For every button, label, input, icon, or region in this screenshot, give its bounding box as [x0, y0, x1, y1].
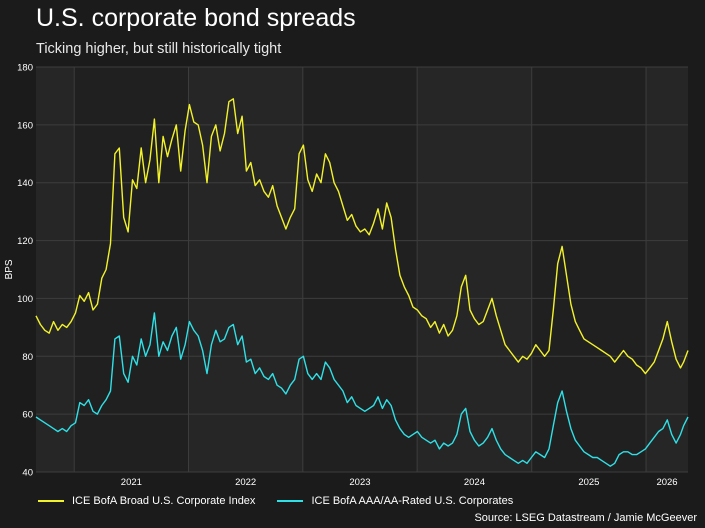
legend-item-aaa: ICE BofA AAA/AA-Rated U.S. Corporates [277, 495, 513, 507]
y-tick-label: 140 [17, 178, 33, 189]
y-tick-label: 120 [17, 236, 33, 247]
legend: ICE BofA Broad U.S. Corporate Index ICE … [38, 495, 535, 507]
plot-band [188, 67, 303, 472]
x-tick-label: 2021 [121, 477, 142, 488]
legend-swatch-broad [38, 500, 64, 502]
x-tick-label: 2022 [235, 477, 256, 488]
y-tick-label: 180 [17, 63, 33, 74]
y-tick-label: 80 [22, 352, 33, 363]
plot-band [646, 67, 688, 472]
plot-band [36, 67, 75, 472]
source-note: Source: LSEG Datastream / Jamie McGeever [474, 512, 697, 524]
y-tick-label: 160 [17, 120, 33, 131]
plot-band [531, 67, 647, 472]
y-tick-label: 60 [22, 410, 33, 421]
y-axis-label: BPS [4, 259, 15, 279]
series-line-aaa [35, 312, 689, 467]
plot-band [74, 67, 189, 472]
x-tick-label: 2025 [578, 477, 599, 488]
y-tick-label: 40 [22, 468, 33, 479]
legend-label-broad: ICE BofA Broad U.S. Corporate Index [72, 495, 256, 507]
legend-item-broad: ICE BofA Broad U.S. Corporate Index [38, 495, 255, 507]
x-tick-label: 2023 [349, 477, 370, 488]
series-line-broad [35, 98, 689, 375]
plot-band [302, 67, 418, 472]
chart-title: U.S. corporate bond spreads [36, 4, 356, 32]
x-tick-label: 2024 [464, 477, 485, 488]
legend-label-aaa: ICE BofA AAA/AA-Rated U.S. Corporates [311, 495, 514, 507]
plot-band [417, 67, 532, 472]
chart-subtitle: Ticking higher, but still historically t… [36, 41, 282, 57]
legend-swatch-aaa [277, 500, 304, 502]
x-tick-label: 2026 [656, 477, 677, 488]
y-tick-label: 100 [17, 294, 33, 305]
